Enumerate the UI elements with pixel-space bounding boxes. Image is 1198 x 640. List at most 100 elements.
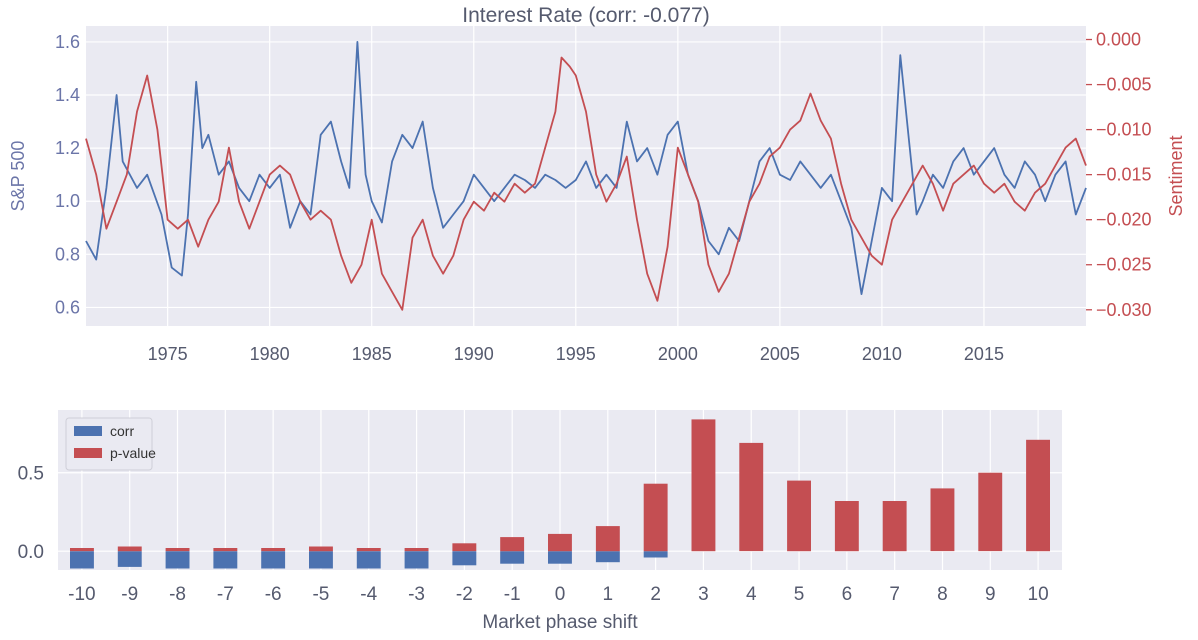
top-right-y-tick-label: −0.030 [1096, 300, 1152, 320]
top-x-tick-labels: 1975 1980 1985 1990 1995 2000 2005 2010 2015 [148, 344, 1004, 364]
p-value-bar [739, 442, 764, 552]
bottom-x-tick-labels: -10 -9 -8 -7 -6 -5 -4 -3 -2 -1 0 1 2 3 4 5 6 7 8 9 10 [68, 584, 1048, 605]
corr-bar [309, 551, 333, 569]
top-left-y-tick-label: 1.0 [55, 191, 80, 211]
bottom-x-tick-label: -1 [504, 584, 521, 605]
bottom-bars-group [70, 419, 1050, 569]
top-left-y-tick-label: 0.6 [55, 297, 80, 317]
top-right-y-tick-label: −0.005 [1096, 75, 1152, 95]
right-y-axis-label: Sentiment [1166, 135, 1186, 216]
corr-bar [643, 551, 668, 558]
corr-bar [165, 551, 190, 569]
bottom-x-tick-label: -7 [217, 584, 234, 605]
legend-swatch-p-value [74, 448, 102, 458]
bottom-y-tick-label: 0.5 [18, 464, 44, 485]
bottom-x-tick-label: 1 [603, 584, 614, 605]
legend-label-corr: corr [110, 423, 134, 439]
p-value-bar [595, 526, 620, 552]
corr-bar [404, 551, 429, 569]
top-right-y-tick-labels: −0.030 −0.025 −0.020 −0.015 −0.010 −0.005 0.00… [1086, 30, 1152, 320]
top-x-tick-label: 2005 [760, 344, 800, 364]
top-left-y-tick-label: 1.2 [55, 138, 80, 158]
bottom-y-tick-label: 0.0 [18, 542, 44, 563]
top-x-tick-label: 2000 [658, 344, 698, 364]
bottom-bar-chart: -10 -9 -8 -7 -6 -5 -4 -3 -2 -1 0 1 2 3 4 5 6 7 8 9 10 0.00.5… [18, 410, 1062, 633]
bottom-x-tick-label: 6 [842, 584, 853, 605]
bottom-x-tick-label: 10 [1028, 584, 1049, 605]
top-x-tick-label: 1975 [148, 344, 188, 364]
corr-bar [261, 551, 286, 569]
corr-bar [500, 551, 525, 564]
corr-bar [356, 551, 381, 569]
legend-label-p-value: p-value [110, 445, 156, 461]
top-line-chart: 1975 1980 1985 1990 1995 2000 2005 2010 2015 0.6… [8, 4, 1186, 364]
top-right-y-tick-label: −0.015 [1096, 165, 1152, 185]
top-left-y-tick-label: 1.4 [55, 85, 80, 105]
top-left-y-tick-label: 0.8 [55, 244, 80, 264]
bottom-x-tick-label: 9 [985, 584, 996, 605]
chart-title: Interest Rate (corr: -0.077) [462, 4, 709, 27]
bottom-x-tick-label: 5 [794, 584, 805, 605]
bottom-x-tick-label: 3 [698, 584, 709, 605]
corr-bar [595, 551, 620, 563]
bottom-x-tick-label: 8 [937, 584, 948, 605]
p-value-bar [978, 472, 1003, 552]
p-value-bar [261, 548, 286, 552]
legend: corr p-value [65, 417, 156, 471]
legend-swatch-corr [74, 426, 102, 436]
p-value-bar [309, 546, 333, 552]
x-axis-label: Market phase shift [482, 612, 638, 633]
p-value-bar [882, 501, 907, 552]
top-gridlines [86, 26, 1086, 326]
p-value-bar [930, 488, 955, 552]
bottom-x-tick-label: -3 [408, 584, 425, 605]
p-value-bar [787, 480, 811, 552]
bottom-x-tick-label: 0 [555, 584, 566, 605]
p-value-bar [452, 543, 477, 552]
bottom-x-tick-label: 2 [650, 584, 661, 605]
top-right-y-tick-label: −0.010 [1096, 120, 1152, 140]
bottom-x-tick-label: 4 [746, 584, 757, 605]
top-left-y-tick-labels: 0.6 0.8 1.0 1.2 1.4 1.6 [55, 32, 80, 317]
p-value-bar [165, 548, 190, 552]
p-value-bar [356, 548, 381, 552]
bottom-y-tick-labels: 0.0 0.5 [18, 464, 44, 563]
p-value-bar [117, 546, 142, 552]
bottom-x-tick-label: -2 [456, 584, 473, 605]
top-x-tick-label: 1995 [556, 344, 596, 364]
bottom-x-tick-label: 7 [889, 584, 900, 605]
bottom-x-tick-label: -8 [169, 584, 186, 605]
p-value-bar [500, 537, 525, 552]
bottom-x-tick-label: -9 [121, 584, 138, 605]
p-value-bar [70, 548, 94, 552]
bottom-x-tick-label: -6 [265, 584, 282, 605]
p-value-bar [548, 533, 572, 552]
top-x-tick-label: 2015 [964, 344, 1004, 364]
top-x-tick-label: 1985 [352, 344, 392, 364]
corr-bar [70, 551, 94, 569]
top-plot-background [86, 26, 1086, 326]
bottom-x-tick-label: -10 [68, 584, 95, 605]
sentiment-line [85, 56, 1087, 311]
sp500-line [85, 41, 1087, 296]
p-value-bar [1026, 439, 1050, 552]
top-right-y-tick-label: −0.025 [1096, 255, 1152, 275]
top-x-tick-label: 1990 [454, 344, 494, 364]
top-series-group [85, 41, 1087, 311]
top-x-tick-label: 2010 [862, 344, 902, 364]
corr-bar [452, 551, 477, 566]
p-value-bar [834, 501, 859, 552]
top-right-y-tick-label: 0.000 [1096, 30, 1141, 50]
corr-bar [117, 551, 142, 567]
p-value-bar [691, 419, 716, 552]
top-x-tick-label: 1980 [250, 344, 290, 364]
top-left-y-tick-label: 1.6 [55, 32, 80, 52]
corr-bar [213, 551, 238, 569]
bottom-x-tick-label: -5 [312, 584, 329, 605]
top-right-y-tick-label: −0.020 [1096, 210, 1152, 230]
corr-bar [548, 551, 572, 564]
legend-box [65, 417, 153, 471]
bottom-x-tick-label: -4 [360, 584, 377, 605]
left-y-axis-label: S&P 500 [8, 141, 28, 212]
